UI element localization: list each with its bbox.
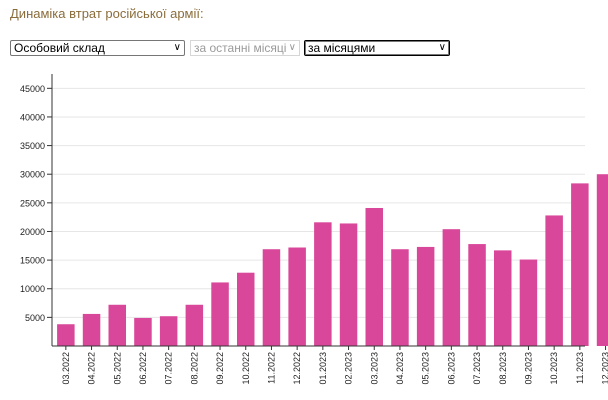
y-tick-label: 15000 [20, 256, 45, 266]
y-tick-label: 35000 [20, 141, 45, 151]
x-tick-label: 10.2023 [549, 352, 559, 385]
bar [468, 244, 486, 346]
bar [365, 207, 383, 346]
x-tick-label: 08.2023 [498, 352, 508, 385]
x-tick-label: 11.2022 [266, 352, 276, 384]
y-tick-label: 30000 [20, 170, 45, 180]
bar [416, 246, 435, 346]
x-tick-label: 07.2022 [164, 352, 174, 385]
y-tick-label: 10000 [20, 284, 45, 294]
x-tick-label: 02.2023 [344, 352, 354, 385]
bar [571, 183, 589, 346]
bar [262, 249, 281, 346]
bar [494, 250, 512, 346]
bar [185, 304, 204, 346]
chevron-down-icon: ∨ [288, 42, 296, 53]
x-tick-label: 12.2023 [601, 352, 608, 385]
bar [339, 223, 358, 346]
bar [314, 222, 332, 346]
x-tick-label: 12.2022 [292, 352, 302, 385]
bar [391, 249, 409, 346]
x-tick-label: 07.2023 [472, 352, 482, 385]
x-tick-label: 09.2023 [523, 352, 533, 385]
x-tick-label: 05.2023 [421, 352, 431, 385]
x-tick-label: 01.2023 [318, 352, 328, 385]
bar [519, 259, 538, 346]
category-select-value: Особовий склад [14, 41, 105, 55]
x-tick-label: 04.2022 [87, 352, 97, 385]
y-tick-label: 5000 [25, 313, 45, 323]
grouping-select[interactable]: за місяцями ∨ [304, 40, 450, 56]
x-tick-label: 09.2022 [215, 352, 225, 385]
x-tick-label: 08.2022 [189, 352, 199, 385]
monthly-losses-chart: 5000 10000 15000 20000 25000 30000 35000 40000 4… [20, 74, 608, 385]
bar [82, 313, 101, 346]
chevron-down-icon: ∨ [438, 42, 446, 53]
x-tick-label: 10.2022 [241, 352, 251, 385]
x-tick-label: 04.2023 [395, 352, 405, 385]
bar [159, 316, 178, 346]
period-select-value: за останні місяці [194, 41, 287, 55]
x-tick-label: 06.2022 [138, 352, 148, 385]
x-tick-label: 06.2023 [446, 352, 456, 385]
bar [134, 317, 152, 346]
x-tick-label: 03.2023 [369, 352, 379, 385]
bar [57, 324, 75, 346]
y-tick-label: 20000 [20, 227, 45, 237]
y-tick-label: 25000 [20, 198, 45, 208]
bar [108, 304, 126, 346]
grouping-select-value: за місяцями [308, 41, 376, 55]
y-tick-label: 45000 [20, 84, 45, 94]
y-tick-label: 40000 [20, 112, 45, 122]
bar [288, 247, 306, 346]
bar [237, 272, 255, 346]
page-title: Динаміка втрат російської армії: [10, 6, 204, 21]
bar [211, 282, 229, 346]
chevron-down-icon: ∨ [173, 42, 181, 53]
bar [596, 174, 608, 346]
x-tick-label: 05.2022 [112, 352, 122, 385]
x-tick-label: 03.2022 [61, 352, 71, 385]
category-select[interactable]: Особовий склад ∨ [10, 40, 185, 56]
period-select[interactable]: за останні місяці ∨ [190, 40, 300, 56]
x-tick-label: 11.2023 [575, 352, 585, 384]
bar [545, 215, 563, 346]
bar [442, 229, 461, 346]
